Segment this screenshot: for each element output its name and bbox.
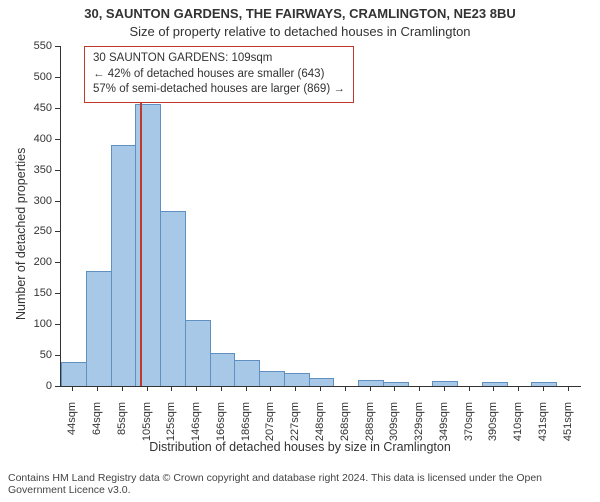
histogram-bar xyxy=(86,271,112,386)
ytick-mark xyxy=(55,77,60,78)
xtick-label: 44sqm xyxy=(66,402,78,502)
annotation-line2: ← 42% of detached houses are smaller (64… xyxy=(93,67,345,83)
ytick-mark xyxy=(55,262,60,263)
xtick-label: 288sqm xyxy=(364,402,376,502)
ytick-label: 50 xyxy=(40,349,52,361)
xtick-mark xyxy=(493,386,494,391)
ytick-label: 250 xyxy=(34,225,52,237)
histogram-bar xyxy=(259,371,285,386)
histogram-bar xyxy=(185,320,211,386)
histogram-bar xyxy=(383,382,409,386)
xtick-mark xyxy=(221,386,222,391)
ytick-mark xyxy=(55,231,60,232)
xtick-mark xyxy=(97,386,98,391)
histogram-bar xyxy=(135,104,161,386)
ytick-label: 0 xyxy=(46,380,52,392)
xtick-mark xyxy=(295,386,296,391)
ytick-label: 200 xyxy=(34,256,52,268)
ytick-label: 450 xyxy=(34,102,52,114)
xtick-label: 227sqm xyxy=(289,402,301,502)
xtick-mark xyxy=(370,386,371,391)
ytick-label: 300 xyxy=(34,195,52,207)
xtick-mark xyxy=(196,386,197,391)
histogram-bar xyxy=(111,145,137,386)
xtick-mark xyxy=(122,386,123,391)
xtick-mark xyxy=(419,386,420,391)
ytick-label: 350 xyxy=(34,164,52,176)
annotation-line3: 57% of semi-detached houses are larger (… xyxy=(93,82,345,98)
xtick-mark xyxy=(345,386,346,391)
xtick-label: 370sqm xyxy=(463,402,475,502)
histogram-bar xyxy=(531,382,557,386)
xtick-label: 410sqm xyxy=(512,402,524,502)
xtick-label: 451sqm xyxy=(562,402,574,502)
ytick-label: 500 xyxy=(34,71,52,83)
ytick-mark xyxy=(55,355,60,356)
xtick-mark xyxy=(394,386,395,391)
xtick-label: 207sqm xyxy=(264,402,276,502)
xtick-label: 85sqm xyxy=(116,402,128,502)
ytick-mark xyxy=(55,170,60,171)
ytick-mark xyxy=(55,386,60,387)
xtick-mark xyxy=(444,386,445,391)
xtick-mark xyxy=(320,386,321,391)
title-main: 30, SAUNTON GARDENS, THE FAIRWAYS, CRAML… xyxy=(0,6,600,21)
xtick-mark xyxy=(246,386,247,391)
histogram-bar xyxy=(358,380,384,386)
xtick-label: 105sqm xyxy=(141,402,153,502)
title-sub: Size of property relative to detached ho… xyxy=(0,24,600,39)
ytick-mark xyxy=(55,108,60,109)
xtick-label: 125sqm xyxy=(165,402,177,502)
xtick-mark xyxy=(270,386,271,391)
ytick-label: 550 xyxy=(34,40,52,52)
ytick-mark xyxy=(55,46,60,47)
xtick-label: 64sqm xyxy=(91,402,103,502)
xtick-label: 248sqm xyxy=(314,402,326,502)
xtick-label: 268sqm xyxy=(339,402,351,502)
xtick-label: 166sqm xyxy=(215,402,227,502)
histogram-bar xyxy=(284,373,310,386)
xtick-label: 146sqm xyxy=(190,402,202,502)
ytick-mark xyxy=(55,139,60,140)
histogram-bar xyxy=(210,353,236,386)
ytick-mark xyxy=(55,324,60,325)
xtick-mark xyxy=(469,386,470,391)
xtick-mark xyxy=(171,386,172,391)
xtick-label: 390sqm xyxy=(487,402,499,502)
ytick-mark xyxy=(55,293,60,294)
xtick-label: 186sqm xyxy=(240,402,252,502)
chart-container: 30, SAUNTON GARDENS, THE FAIRWAYS, CRAML… xyxy=(0,0,600,500)
histogram-bar xyxy=(432,381,458,386)
xtick-label: 431sqm xyxy=(537,402,549,502)
y-axis-label: Number of detached properties xyxy=(14,148,28,320)
ytick-label: 400 xyxy=(34,133,52,145)
xtick-mark xyxy=(518,386,519,391)
xtick-mark xyxy=(147,386,148,391)
histogram-bar xyxy=(482,382,508,386)
histogram-bar xyxy=(160,211,186,386)
ytick-label: 100 xyxy=(34,318,52,330)
histogram-bar xyxy=(234,360,260,386)
histogram-bar xyxy=(309,378,335,386)
xtick-label: 329sqm xyxy=(413,402,425,502)
xtick-mark xyxy=(568,386,569,391)
annotation-box: 30 SAUNTON GARDENS: 109sqm ← 42% of deta… xyxy=(84,46,354,103)
ytick-mark xyxy=(55,201,60,202)
ytick-label: 150 xyxy=(34,287,52,299)
xtick-label: 349sqm xyxy=(438,402,450,502)
annotation-line1: 30 SAUNTON GARDENS: 109sqm xyxy=(93,51,345,67)
xtick-label: 309sqm xyxy=(388,402,400,502)
xtick-mark xyxy=(543,386,544,391)
histogram-bar xyxy=(61,362,87,386)
xtick-mark xyxy=(72,386,73,391)
